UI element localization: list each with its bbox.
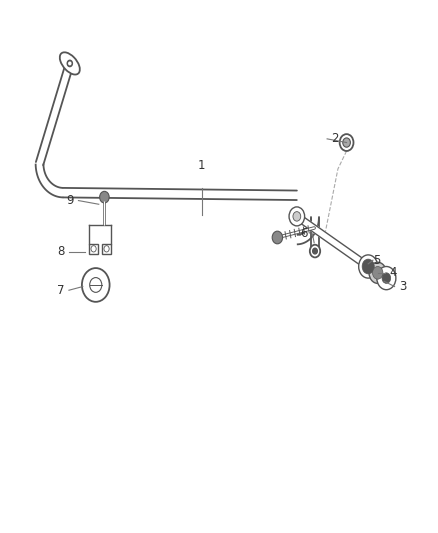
Polygon shape xyxy=(311,217,319,251)
Circle shape xyxy=(90,278,102,292)
Ellipse shape xyxy=(60,52,80,75)
Circle shape xyxy=(91,246,96,252)
Circle shape xyxy=(372,266,383,279)
Text: 1: 1 xyxy=(198,158,205,172)
Text: 4: 4 xyxy=(389,266,396,279)
Circle shape xyxy=(100,191,109,203)
Polygon shape xyxy=(36,62,74,165)
Polygon shape xyxy=(297,217,319,244)
Circle shape xyxy=(67,60,72,67)
Circle shape xyxy=(104,246,109,252)
FancyBboxPatch shape xyxy=(89,244,99,254)
Polygon shape xyxy=(295,213,370,270)
Circle shape xyxy=(82,268,110,302)
Circle shape xyxy=(377,266,396,290)
Circle shape xyxy=(272,231,283,244)
FancyBboxPatch shape xyxy=(102,244,111,254)
Circle shape xyxy=(369,262,386,284)
Text: 3: 3 xyxy=(399,280,406,293)
Circle shape xyxy=(293,212,301,221)
Circle shape xyxy=(339,134,353,151)
Circle shape xyxy=(359,255,378,278)
Text: 2: 2 xyxy=(332,132,339,146)
Circle shape xyxy=(362,259,374,274)
Circle shape xyxy=(313,248,318,254)
Circle shape xyxy=(289,207,304,226)
Text: 7: 7 xyxy=(57,284,65,297)
Circle shape xyxy=(382,273,391,284)
Circle shape xyxy=(69,62,71,64)
Polygon shape xyxy=(35,164,64,197)
Text: 9: 9 xyxy=(67,194,74,207)
Text: 6: 6 xyxy=(300,227,308,240)
Circle shape xyxy=(310,245,320,257)
Circle shape xyxy=(343,138,350,147)
Text: 5: 5 xyxy=(373,254,380,266)
Polygon shape xyxy=(63,188,297,200)
Text: 8: 8 xyxy=(57,245,65,258)
